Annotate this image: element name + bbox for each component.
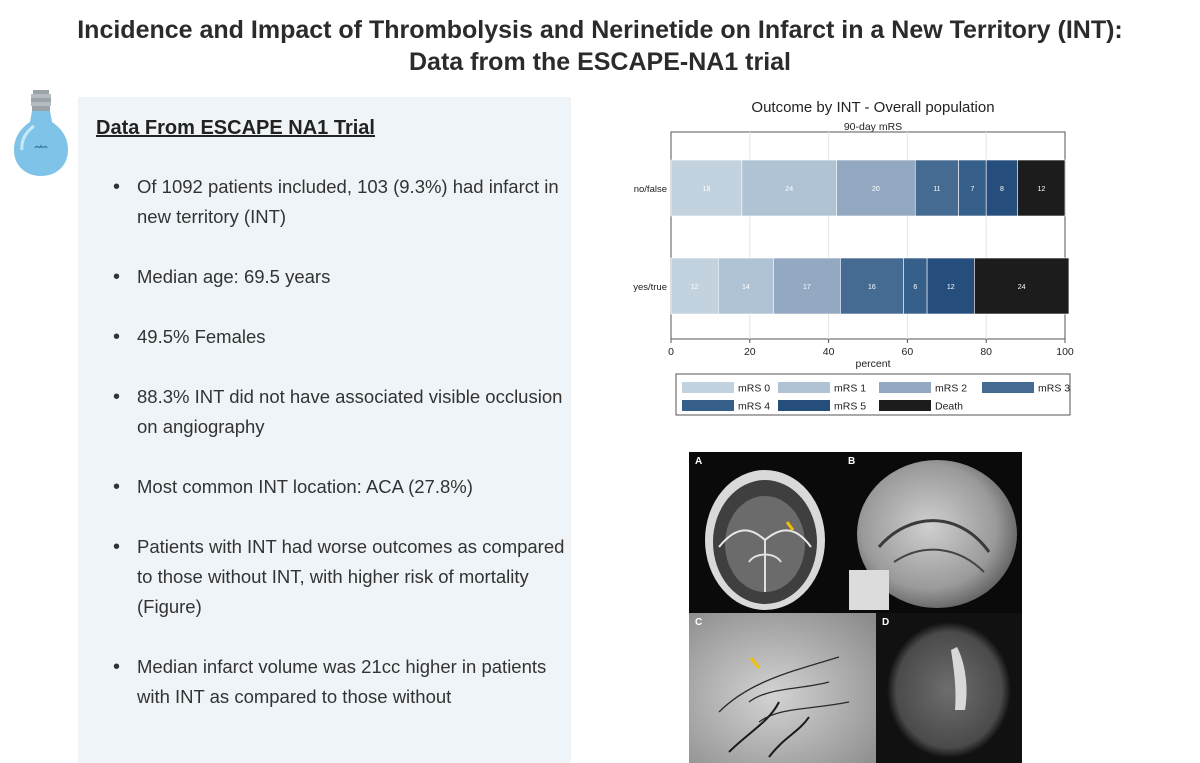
legend-label: mRS 5 <box>834 401 866 413</box>
bar-segment <box>670 257 719 315</box>
bar-segment <box>926 257 975 315</box>
legend-swatch <box>682 382 734 393</box>
x-tick-label: 40 <box>823 346 835 358</box>
x-tick-label: 20 <box>744 346 756 358</box>
category-label: no/false <box>634 184 667 195</box>
bar-value-label: 11 <box>933 186 940 193</box>
bar-segment <box>840 257 904 315</box>
legend-swatch <box>879 400 931 411</box>
x-axis-label: percent <box>855 358 890 370</box>
image-panel-b: B <box>842 452 1022 613</box>
bullet-item: Of 1092 patients included, 103 (9.3%) ha… <box>104 172 569 232</box>
x-tick-label: 60 <box>902 346 914 358</box>
bullet-item: Most common INT location: ACA (27.8%) <box>104 472 569 502</box>
legend-label: mRS 0 <box>738 383 770 395</box>
category-label: yes/true <box>633 282 667 293</box>
bar-segment <box>1017 159 1066 217</box>
legend-box <box>675 373 1071 416</box>
title-line-1: Incidence and Impact of Thrombolysis and… <box>77 16 1123 44</box>
bar-segment <box>670 159 743 217</box>
bar-value-label: 12 <box>1037 186 1045 193</box>
legend-swatch <box>778 382 830 393</box>
bar-value-label: 14 <box>742 284 750 291</box>
legend-swatch <box>778 400 830 411</box>
page-title: Incidence and Impact of Thrombolysis and… <box>0 14 1200 78</box>
bullet-item: Median infarct volume was 21cc higher in… <box>104 652 569 712</box>
bar-value-label: 12 <box>947 284 955 291</box>
bar-value-label: 24 <box>785 186 793 193</box>
bar-value-label: 16 <box>868 284 876 291</box>
panel-label-d: D <box>882 617 889 628</box>
bar-segment <box>974 257 1070 315</box>
bar-value-label: 6 <box>913 284 917 291</box>
bar-value-label: 12 <box>691 284 699 291</box>
chart-subtitle: 90-day mRS <box>844 121 902 133</box>
legend-label: mRS 3 <box>1038 383 1070 395</box>
angiography-figure: A B C D <box>689 452 1022 763</box>
bullet-item: 49.5% Females <box>104 322 569 352</box>
bar-segment <box>773 257 841 315</box>
legend-label: Death <box>935 401 963 413</box>
bar-value-label: 18 <box>703 186 711 193</box>
panel-label-a: A <box>695 456 702 467</box>
panel-label-c: C <box>695 617 702 628</box>
bar-value-label: 8 <box>1000 186 1004 193</box>
panel-heading: Data From ESCAPE NA1 Trial <box>96 117 375 139</box>
bar-value-label: 24 <box>1018 284 1026 291</box>
bullet-list: Of 1092 patients included, 103 (9.3%) ha… <box>104 172 569 712</box>
image-panel-c: C <box>689 613 876 763</box>
panel-label-b: B <box>848 456 855 467</box>
bullet-item: 88.3% INT did not have associated visibl… <box>104 382 569 442</box>
lightbulb-icon <box>14 90 68 176</box>
image-panel-d: D <box>876 613 1022 763</box>
title-line-2: Data from the ESCAPE-NA1 trial <box>408 48 792 76</box>
legend-swatch <box>682 400 734 411</box>
legend-swatch <box>879 382 931 393</box>
x-tick-label: 80 <box>980 346 992 358</box>
x-tick-label: 100 <box>1056 346 1074 358</box>
bar-segment <box>958 159 987 217</box>
bar-value-label: 20 <box>872 186 880 193</box>
bar-value-label: 7 <box>970 186 974 193</box>
image-panel-a: A <box>689 452 842 613</box>
legend-label: mRS 2 <box>935 383 967 395</box>
bar-segment <box>914 159 959 217</box>
chart-title: Outcome by INT - Overall population <box>751 99 994 116</box>
bullet-item: Patients with INT had worse outcomes as … <box>104 532 569 622</box>
x-tick-label: 0 <box>668 346 674 358</box>
legend-label: mRS 1 <box>834 383 866 395</box>
bar-segment <box>741 159 837 217</box>
legend-swatch <box>982 382 1034 393</box>
bar-segment <box>836 159 916 217</box>
outcome-chart: Outcome by INT - Overall population 90-da… <box>633 99 1074 416</box>
bar-value-label: 17 <box>803 284 811 291</box>
bullet-item: Median age: 69.5 years <box>104 262 569 292</box>
legend-label: mRS 4 <box>738 401 770 413</box>
